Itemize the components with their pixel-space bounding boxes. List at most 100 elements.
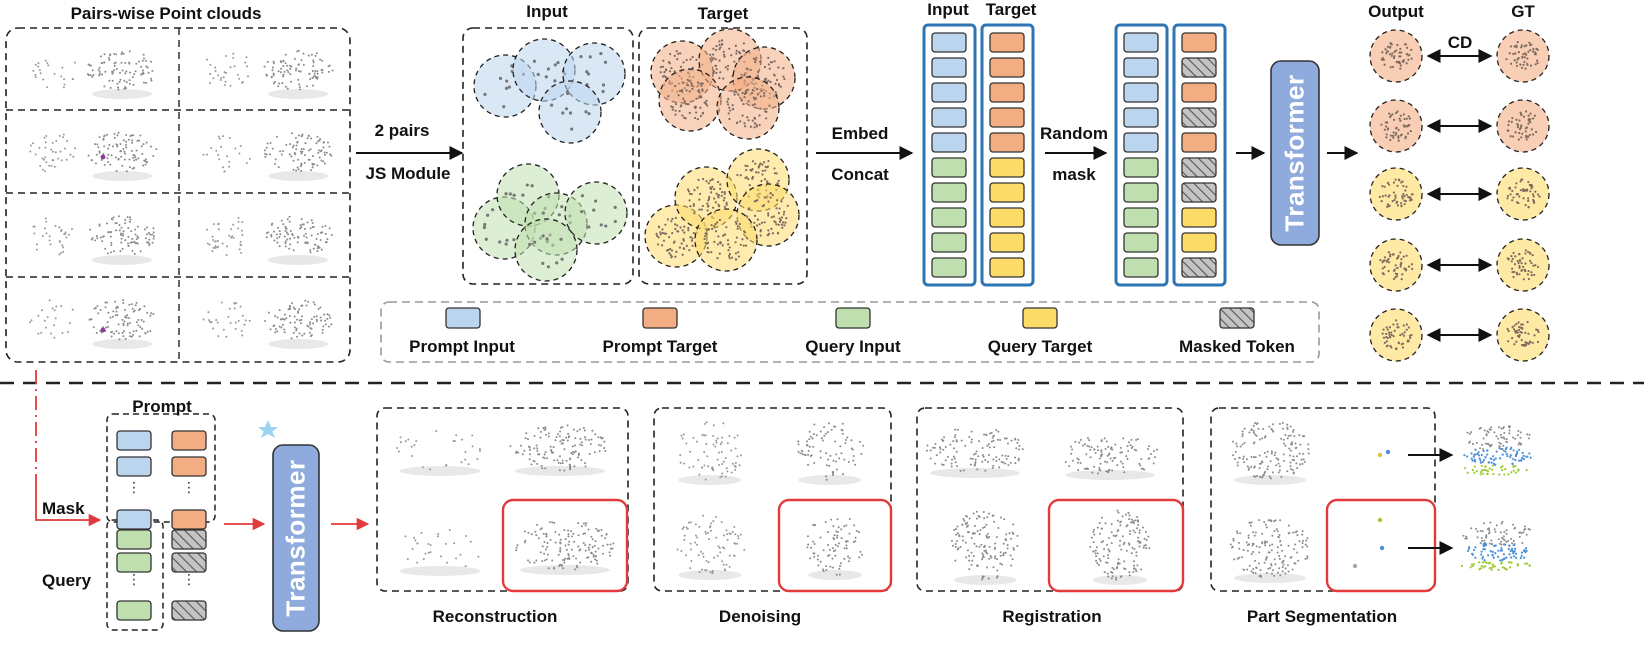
target-token bbox=[989, 257, 1025, 278]
input-token bbox=[931, 57, 967, 78]
input-token bbox=[931, 107, 967, 128]
output-circle bbox=[1369, 238, 1423, 292]
step-concat-label: Concat bbox=[831, 165, 889, 184]
masked-token bbox=[1181, 257, 1217, 278]
query-input-token bbox=[116, 600, 152, 621]
mask-label: Mask bbox=[42, 499, 85, 518]
masked-token bbox=[171, 529, 207, 550]
task-label-denoising: Denoising bbox=[718, 607, 802, 626]
target-token bbox=[989, 82, 1025, 103]
task-label-reconstruction: Reconstruction bbox=[432, 607, 558, 626]
input-token bbox=[1123, 182, 1159, 203]
pairs-panel bbox=[5, 27, 351, 363]
input-patches-panel bbox=[462, 27, 634, 285]
masked-token bbox=[171, 600, 207, 621]
point-cloud-thumbnails bbox=[29, 49, 334, 349]
target-token bbox=[989, 157, 1025, 178]
input-token bbox=[1123, 232, 1159, 253]
legend-label-query-target: Query Target bbox=[987, 337, 1093, 356]
task-point-cloud bbox=[950, 510, 1019, 585]
cd-label: CD bbox=[1447, 33, 1473, 52]
output-circle bbox=[1369, 29, 1423, 83]
pair-thumbnail bbox=[29, 131, 158, 181]
target-token bbox=[1181, 132, 1217, 153]
input-patches-label: Input bbox=[526, 2, 568, 21]
input-token bbox=[1123, 32, 1159, 53]
input-token bbox=[1123, 82, 1159, 103]
prompt-input-token bbox=[116, 509, 152, 530]
legend-swatch-query-input bbox=[835, 307, 871, 329]
output-label: Output bbox=[1368, 2, 1424, 21]
col-target-label: Target bbox=[985, 0, 1037, 19]
task-point-cloud bbox=[509, 424, 607, 476]
target-token bbox=[989, 132, 1025, 153]
task-point-cloud bbox=[925, 428, 1024, 478]
prompt-input-token bbox=[116, 456, 152, 477]
output-gt-pair bbox=[1369, 99, 1550, 153]
prompt-input-token bbox=[116, 430, 152, 451]
input-token bbox=[1123, 207, 1159, 228]
prompt-target-token bbox=[171, 509, 207, 530]
input-token bbox=[931, 257, 967, 278]
bottom-tokens: ⋮ ⋮ ⋮ ⋮ bbox=[116, 430, 207, 621]
pair-thumbnail bbox=[32, 50, 154, 99]
task-label-part-segmentation: Part Segmentation bbox=[1246, 607, 1398, 626]
gt-circle bbox=[1496, 167, 1550, 221]
input-token bbox=[931, 182, 967, 203]
pair-thumbnail bbox=[29, 299, 155, 349]
patch bbox=[716, 76, 780, 140]
pairs-title: Pairs-wise Point clouds bbox=[70, 4, 262, 23]
task-point-cloud bbox=[515, 521, 615, 575]
ellipsis: ⋮ bbox=[182, 480, 196, 496]
target-token bbox=[989, 207, 1025, 228]
ellipsis: ⋮ bbox=[127, 572, 141, 588]
input-token bbox=[1123, 57, 1159, 78]
task-point-cloud bbox=[676, 514, 746, 580]
task-point-cloud bbox=[396, 430, 482, 476]
task-point-cloud bbox=[806, 518, 864, 580]
input-token bbox=[931, 207, 967, 228]
gt-circle bbox=[1496, 308, 1550, 362]
task-reconstruction bbox=[376, 407, 629, 593]
gt-label: GT bbox=[1511, 2, 1535, 21]
query-input-token bbox=[116, 552, 152, 573]
task-denoising bbox=[653, 407, 893, 593]
masked-token bbox=[1181, 57, 1217, 78]
masked-token bbox=[1181, 157, 1217, 178]
task-label-registration: Registration bbox=[1002, 607, 1102, 626]
output-gt-pair bbox=[1369, 29, 1550, 83]
input-token bbox=[931, 132, 967, 153]
gt-circle bbox=[1496, 238, 1550, 292]
task-point-cloud bbox=[678, 421, 742, 485]
legend bbox=[380, 301, 1320, 363]
output-circle bbox=[1369, 308, 1423, 362]
output-circle bbox=[1369, 167, 1423, 221]
patch bbox=[658, 68, 722, 132]
ellipsis: ⋮ bbox=[182, 572, 196, 588]
patch bbox=[538, 80, 602, 144]
legend-swatch-prompt-target bbox=[642, 307, 678, 329]
target-token bbox=[1181, 232, 1217, 253]
query-label: Query bbox=[42, 571, 92, 590]
segmented-point-cloud bbox=[1460, 520, 1532, 572]
target-token bbox=[989, 182, 1025, 203]
patch bbox=[564, 181, 628, 245]
output-gt-pair bbox=[1369, 167, 1550, 221]
legend-swatch-masked bbox=[1219, 307, 1255, 329]
legend-label-prompt-input: Prompt Input bbox=[409, 337, 515, 356]
transformer-block-top bbox=[1270, 60, 1320, 246]
target-patches-panel bbox=[638, 27, 808, 285]
input-token bbox=[1123, 257, 1159, 278]
task-registration bbox=[916, 407, 1185, 593]
step-js-module-label: JS Module bbox=[365, 164, 451, 183]
pair-thumbnail bbox=[202, 132, 333, 181]
token-columns-masked bbox=[1114, 23, 1227, 287]
legend-label-prompt-target: Prompt Target bbox=[602, 337, 718, 356]
gt-circle bbox=[1496, 29, 1550, 83]
step-mask-label: mask bbox=[1052, 165, 1096, 184]
input-token bbox=[1123, 157, 1159, 178]
pair-thumbnail bbox=[206, 49, 334, 99]
input-token bbox=[931, 232, 967, 253]
masked-token bbox=[1181, 107, 1217, 128]
